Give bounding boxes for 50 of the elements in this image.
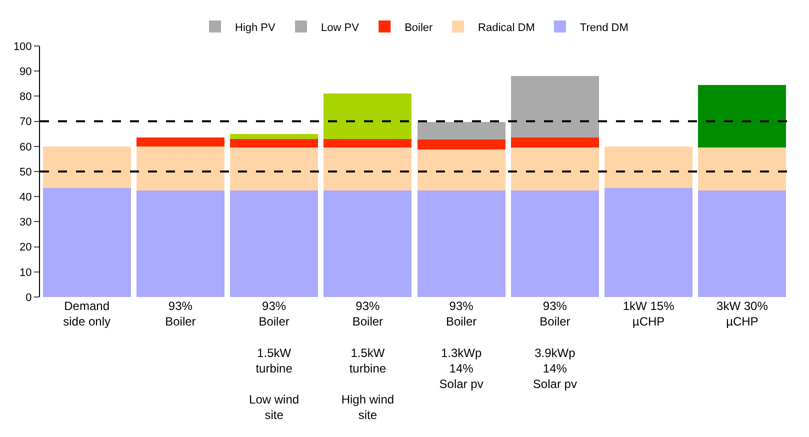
y-tick-label: 40 <box>20 191 32 204</box>
legend-label: Radical DM <box>478 22 535 34</box>
bar <box>136 190 224 297</box>
bar <box>510 76 599 138</box>
bar <box>230 134 318 139</box>
y-tick-label: 30 <box>20 216 32 229</box>
bar <box>510 138 599 148</box>
bar <box>136 146 224 190</box>
bar <box>42 146 131 188</box>
bar <box>604 188 693 297</box>
y-tick-label: 90 <box>20 66 32 78</box>
bar <box>230 190 318 297</box>
bar <box>324 138 412 148</box>
bar <box>417 190 506 297</box>
bar <box>230 138 318 148</box>
category-label: 93% Boiler 1.5kW turbine High wind site <box>341 299 394 422</box>
bar <box>698 84 786 148</box>
x-tick-label: 93% Boiler <box>165 299 196 329</box>
y-tick-label: 20 <box>20 242 32 254</box>
bar <box>42 188 131 297</box>
bar <box>324 190 412 297</box>
y-tick-label: 100 <box>13 40 32 53</box>
bar <box>510 190 599 297</box>
category-label: 93% Boiler 1.3kWp 14% Solar pv <box>439 299 484 391</box>
bar <box>324 148 412 190</box>
category-label: 93% Boiler 3.9kWp 14% Solar pv <box>532 299 577 391</box>
x-tick-label: Demand side only <box>63 299 110 329</box>
bar <box>417 140 506 150</box>
legend-label: Boiler <box>404 22 434 34</box>
legend-label: High PV <box>235 22 276 34</box>
legend-label: Low PV <box>321 22 360 34</box>
bar <box>698 148 786 190</box>
bar <box>136 138 224 146</box>
legend-label: Trend DM <box>580 22 628 34</box>
x-tick-label: 3kW 30% µCHP <box>716 299 768 329</box>
bar <box>230 148 318 190</box>
y-tick-label: 50 <box>20 166 32 178</box>
bar <box>324 94 412 139</box>
bar <box>698 190 786 297</box>
category-label: 93% Boiler 1.5kW turbine Low wind site <box>249 299 300 422</box>
bar <box>510 148 599 190</box>
bar <box>604 146 693 188</box>
bar <box>417 122 506 140</box>
bar <box>417 150 506 190</box>
y-tick-label: 60 <box>20 141 32 154</box>
y-tick-label: 0 <box>26 292 32 304</box>
y-tick-label: 70 <box>20 116 32 128</box>
y-tick-label: 80 <box>20 91 32 104</box>
y-tick-label: 10 <box>20 266 32 279</box>
x-tick-label: 1kW 15% µCHP <box>622 299 675 329</box>
